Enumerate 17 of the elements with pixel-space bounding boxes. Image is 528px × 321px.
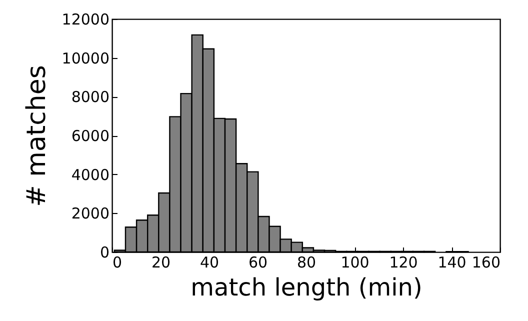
y-tick-label: 6000 [71,127,110,145]
x-tick-label: 140 [438,254,466,272]
x-tick-label: 40 [200,254,220,272]
x-tick-label: 120 [389,254,418,272]
x-axis-title: match length (min) [190,274,422,302]
x-tick-label: 60 [248,254,268,272]
x-tick-label: 100 [340,254,370,272]
y-tick-label: 10000 [62,49,110,68]
y-tick-label: 2000 [71,204,110,223]
y-tick-label: 4000 [71,166,110,184]
x-tick-label: 0 [112,254,122,272]
x-tick-label: 20 [151,254,171,272]
y-axis-title: # matches [22,65,52,207]
x-tick-label: 80 [296,254,316,272]
x-tick-label: 160 [472,254,500,272]
y-tick-label: 12000 [62,10,110,28]
y-tick-label: 8000 [71,88,110,106]
